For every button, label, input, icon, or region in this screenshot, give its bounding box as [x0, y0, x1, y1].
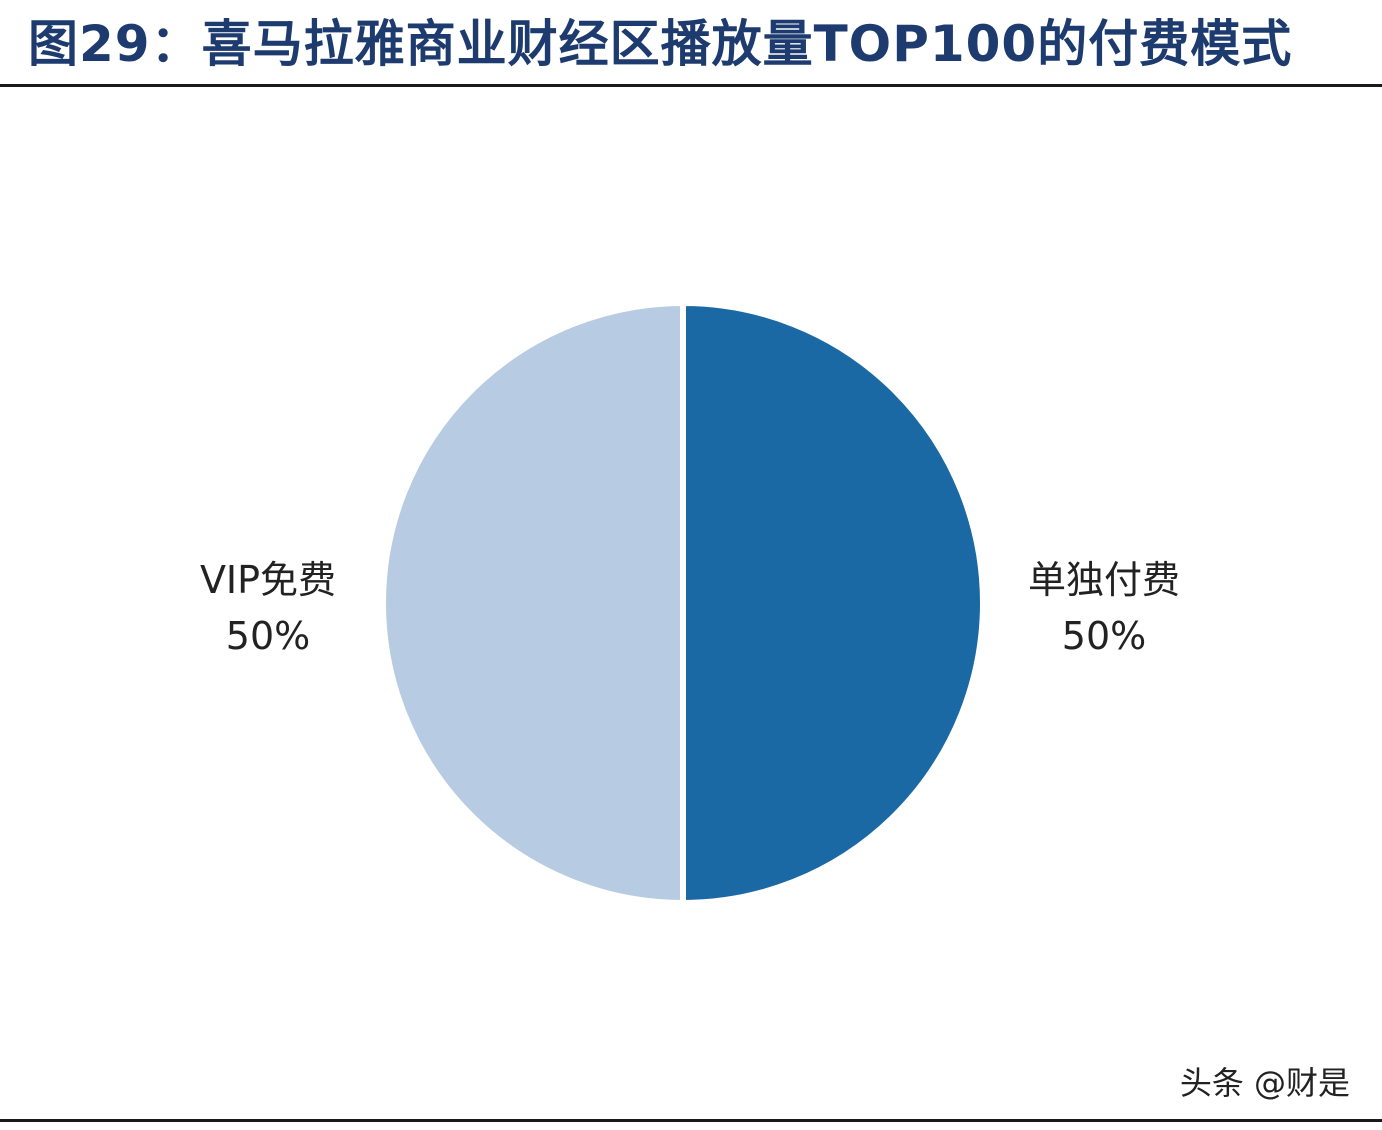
slice-label-percent: 50% — [225, 614, 311, 658]
slice-label-name: 单独付费 — [1027, 558, 1180, 602]
figure-title: 图29：喜马拉雅商业财经区播放量TOP100的付费模式 — [28, 15, 1293, 73]
slice-label-percent: 50% — [1061, 614, 1147, 658]
slice-label-single-payment: 单独付费 50% — [994, 552, 1214, 664]
pie-slice-single-payment — [680, 299, 986, 907]
slice-label-name: VIP免费 — [199, 558, 337, 602]
pie-slice-vip-free — [380, 299, 686, 907]
slice-label-vip-free: VIP免费 50% — [158, 552, 378, 664]
title-divider — [0, 84, 1382, 87]
bottom-divider — [0, 1119, 1382, 1122]
watermark: 头条 @财是 — [1179, 1064, 1350, 1102]
